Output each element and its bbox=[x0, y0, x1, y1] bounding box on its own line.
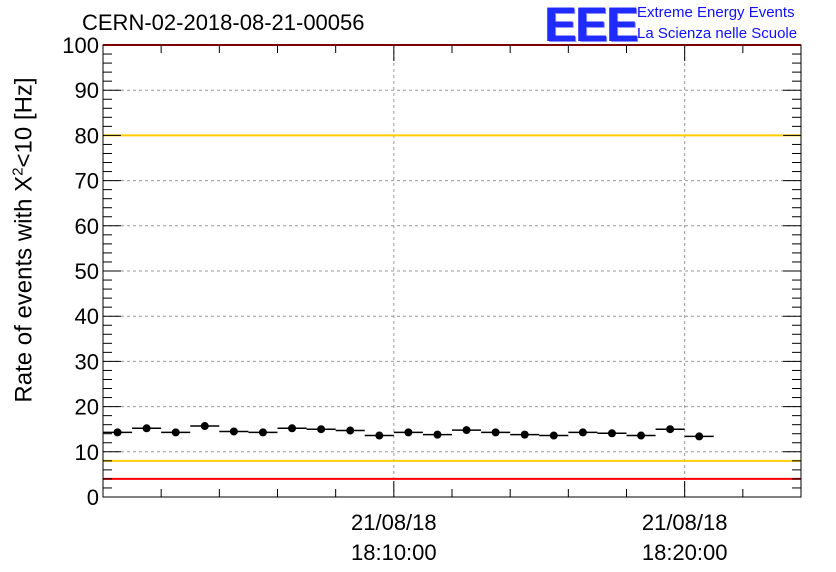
data-point bbox=[462, 426, 471, 435]
data-point bbox=[578, 428, 587, 437]
eee-logo: EEE Extreme Energy Events La Scienza nel… bbox=[540, 0, 836, 52]
data-point bbox=[637, 431, 646, 440]
data-point bbox=[200, 422, 209, 431]
data-point bbox=[520, 430, 529, 439]
data-point bbox=[113, 428, 122, 437]
y-tick-label: 60 bbox=[75, 214, 99, 239]
data-point bbox=[404, 428, 413, 437]
data-point bbox=[317, 425, 326, 434]
y-tick-label: 0 bbox=[87, 485, 99, 510]
data-point bbox=[171, 428, 180, 437]
y-tick-label: 70 bbox=[75, 169, 99, 194]
logo-line-1: Extreme Energy Events bbox=[637, 4, 795, 21]
data-point bbox=[491, 428, 500, 437]
data-point bbox=[142, 424, 151, 433]
chart-title: CERN-02-2018-08-21-00056 bbox=[82, 10, 365, 35]
x-tick-label-date: 21/08/18 bbox=[351, 510, 437, 535]
data-point bbox=[607, 429, 616, 438]
data-point bbox=[258, 428, 267, 437]
data-point bbox=[666, 425, 675, 434]
y-tick-label: 10 bbox=[75, 440, 99, 465]
y-tick-label: 100 bbox=[62, 33, 99, 58]
y-tick-label: 90 bbox=[75, 78, 99, 103]
data-point bbox=[549, 431, 558, 440]
y-tick-label: 20 bbox=[75, 395, 99, 420]
x-tick-label-time: 18:20:00 bbox=[642, 540, 728, 565]
data-point bbox=[346, 426, 355, 435]
data-point bbox=[695, 432, 704, 441]
data-point bbox=[375, 431, 384, 440]
x-tick-label-time: 18:10:00 bbox=[351, 540, 437, 565]
logo-line-2: La Scienza nelle Scuole bbox=[637, 25, 798, 42]
y-tick-label: 30 bbox=[75, 349, 99, 374]
data-point bbox=[229, 427, 238, 436]
data-point bbox=[288, 424, 297, 433]
x-tick-label-date: 21/08/18 bbox=[642, 510, 728, 535]
y-tick-label: 50 bbox=[75, 259, 99, 284]
data-point bbox=[433, 430, 442, 439]
logo-mark: EEE bbox=[544, 0, 638, 52]
y-tick-label: 40 bbox=[75, 304, 99, 329]
y-tick-label: 80 bbox=[75, 123, 99, 148]
